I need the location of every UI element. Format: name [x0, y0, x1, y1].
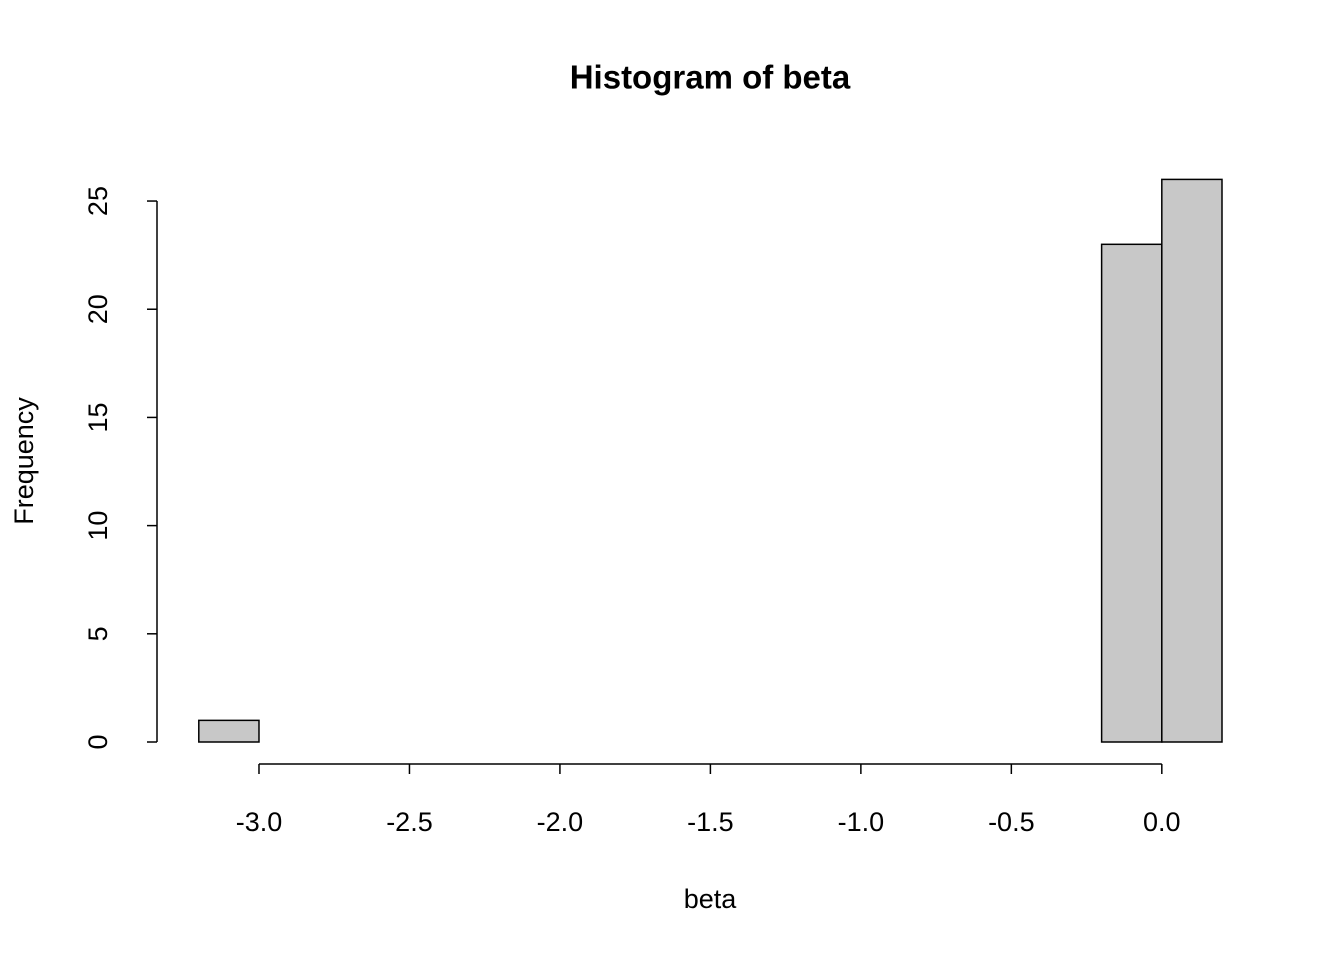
y-axis-label: Frequency	[9, 397, 39, 525]
x-tick-label: 0.0	[1143, 807, 1181, 837]
y-tick-label: 0	[83, 734, 113, 749]
x-tick-label: -3.0	[236, 807, 283, 837]
chart-title: Histogram of beta	[570, 59, 851, 96]
x-tick-label: -1.5	[687, 807, 734, 837]
x-tick-label: -0.5	[988, 807, 1035, 837]
y-tick-label: 5	[83, 626, 113, 641]
y-tick-label: 15	[83, 402, 113, 432]
x-tick-label: -2.0	[537, 807, 584, 837]
y-tick-label: 20	[83, 294, 113, 324]
x-axis-label: beta	[684, 884, 738, 914]
y-tick-label: 10	[83, 511, 113, 541]
x-tick-label: -2.5	[386, 807, 433, 837]
bar	[1161, 178, 1223, 743]
bar	[198, 719, 260, 743]
y-tick-label: 25	[83, 186, 113, 216]
x-tick-label: -1.0	[838, 807, 885, 837]
bar	[1100, 243, 1163, 743]
